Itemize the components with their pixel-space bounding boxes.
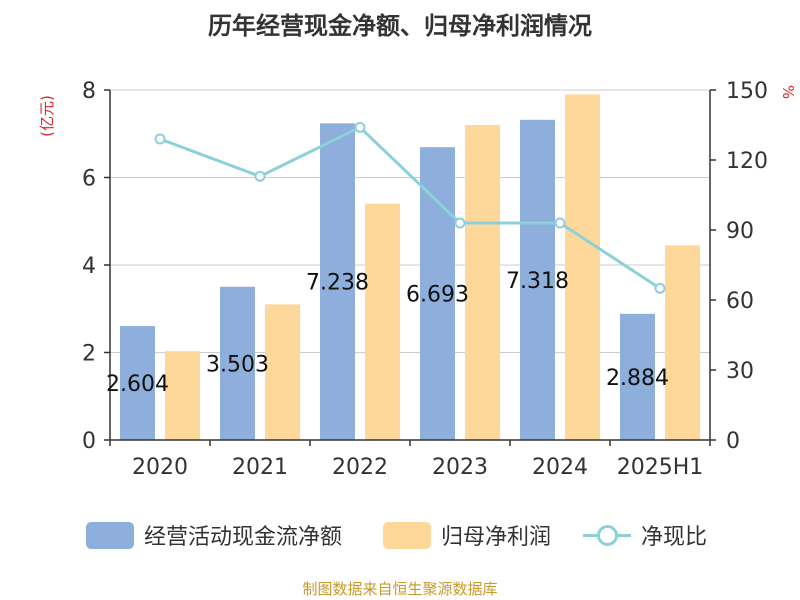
ratio-point bbox=[454, 217, 466, 229]
bar-net-profit bbox=[265, 304, 300, 440]
bar-net-profit bbox=[565, 94, 600, 440]
ratio-point bbox=[554, 217, 566, 229]
legend-label-ratio: 净现比 bbox=[641, 525, 708, 550]
right-axis-tick-label: 90 bbox=[726, 219, 754, 244]
right-axis-unit-label: % bbox=[779, 85, 797, 99]
legend-line-ratio-icon bbox=[583, 522, 631, 549]
line-layer bbox=[154, 121, 666, 294]
data-label-cash-flow: 2.884 bbox=[606, 366, 669, 391]
data-label-cash-flow: 7.318 bbox=[506, 269, 569, 294]
axis-layer: 0 2 4 6 8 0 30 60 90 120 150 2020 2021 2022 2023 2024 20… bbox=[82, 79, 768, 480]
right-axis-tick-label: 30 bbox=[726, 359, 754, 384]
left-axis-tick-label: 4 bbox=[82, 254, 96, 279]
x-axis-tick-label: 2022 bbox=[332, 455, 388, 480]
label-layer: 2.604 3.503 7.238 6.693 7.318 2.884 bbox=[106, 269, 669, 397]
data-label-cash-flow: 3.503 bbox=[206, 352, 269, 377]
data-label-cash-flow: 6.693 bbox=[406, 283, 469, 308]
right-axis-tick-label: 120 bbox=[726, 149, 768, 174]
ratio-point bbox=[254, 170, 266, 182]
bar-net-profit bbox=[665, 245, 700, 440]
x-axis-tick-label: 2021 bbox=[232, 455, 288, 480]
legend-label-cash-flow: 经营活动现金流净额 bbox=[144, 525, 343, 550]
right-axis-tick-label: 150 bbox=[726, 79, 768, 104]
chart-title: 历年经营现金净额、归母净利润情况 bbox=[208, 12, 592, 40]
right-axis-tick-label: 60 bbox=[726, 289, 754, 314]
source-note: 制图数据来自恒生聚源数据库 bbox=[302, 580, 498, 598]
bar-net-profit bbox=[165, 351, 200, 440]
left-axis-unit-label: (亿元) bbox=[38, 95, 56, 137]
legend-item-ratio[interactable]: 净现比 bbox=[583, 515, 707, 555]
bar-cash-flow bbox=[620, 313, 655, 440]
ratio-line bbox=[159, 125, 661, 290]
ratio-point bbox=[154, 133, 166, 145]
left-axis-tick-label: 2 bbox=[82, 342, 96, 367]
data-label-cash-flow: 7.238 bbox=[306, 271, 369, 296]
bar-cash-flow bbox=[220, 286, 255, 440]
ratio-point bbox=[354, 121, 366, 133]
legend-swatch-cash-flow bbox=[86, 521, 134, 549]
x-axis-tick-label: 2025H1 bbox=[617, 455, 704, 480]
legend-swatch-net-profit bbox=[383, 521, 431, 549]
x-axis-tick-label: 2020 bbox=[132, 455, 188, 480]
bar-cash-flow bbox=[320, 123, 355, 441]
right-axis-tick-label: 0 bbox=[726, 429, 740, 454]
bar-cash-flow bbox=[520, 119, 555, 441]
legend: 经营活动现金流净额 归母净利润 净现比 bbox=[0, 515, 800, 555]
legend-label-net-profit: 归母净利润 bbox=[441, 525, 552, 550]
legend-item-net-profit[interactable]: 归母净利润 bbox=[383, 515, 551, 555]
grid-layer bbox=[110, 89, 710, 353]
bar-cash-flow bbox=[120, 326, 155, 440]
x-axis-tick-label: 2024 bbox=[532, 455, 588, 480]
x-axis-tick-label: 2023 bbox=[432, 455, 488, 480]
ratio-point bbox=[654, 282, 666, 294]
bar-layer bbox=[120, 94, 700, 441]
bar-net-profit bbox=[465, 125, 500, 440]
left-axis-tick-label: 8 bbox=[82, 79, 96, 104]
bar-cash-flow bbox=[420, 147, 455, 440]
legend-item-cash-flow[interactable]: 经营活动现金流净额 bbox=[86, 515, 342, 555]
left-axis-tick-label: 0 bbox=[82, 429, 96, 454]
left-axis-tick-label: 6 bbox=[82, 167, 96, 192]
data-label-cash-flow: 2.604 bbox=[106, 372, 169, 397]
bar-net-profit bbox=[365, 203, 400, 440]
